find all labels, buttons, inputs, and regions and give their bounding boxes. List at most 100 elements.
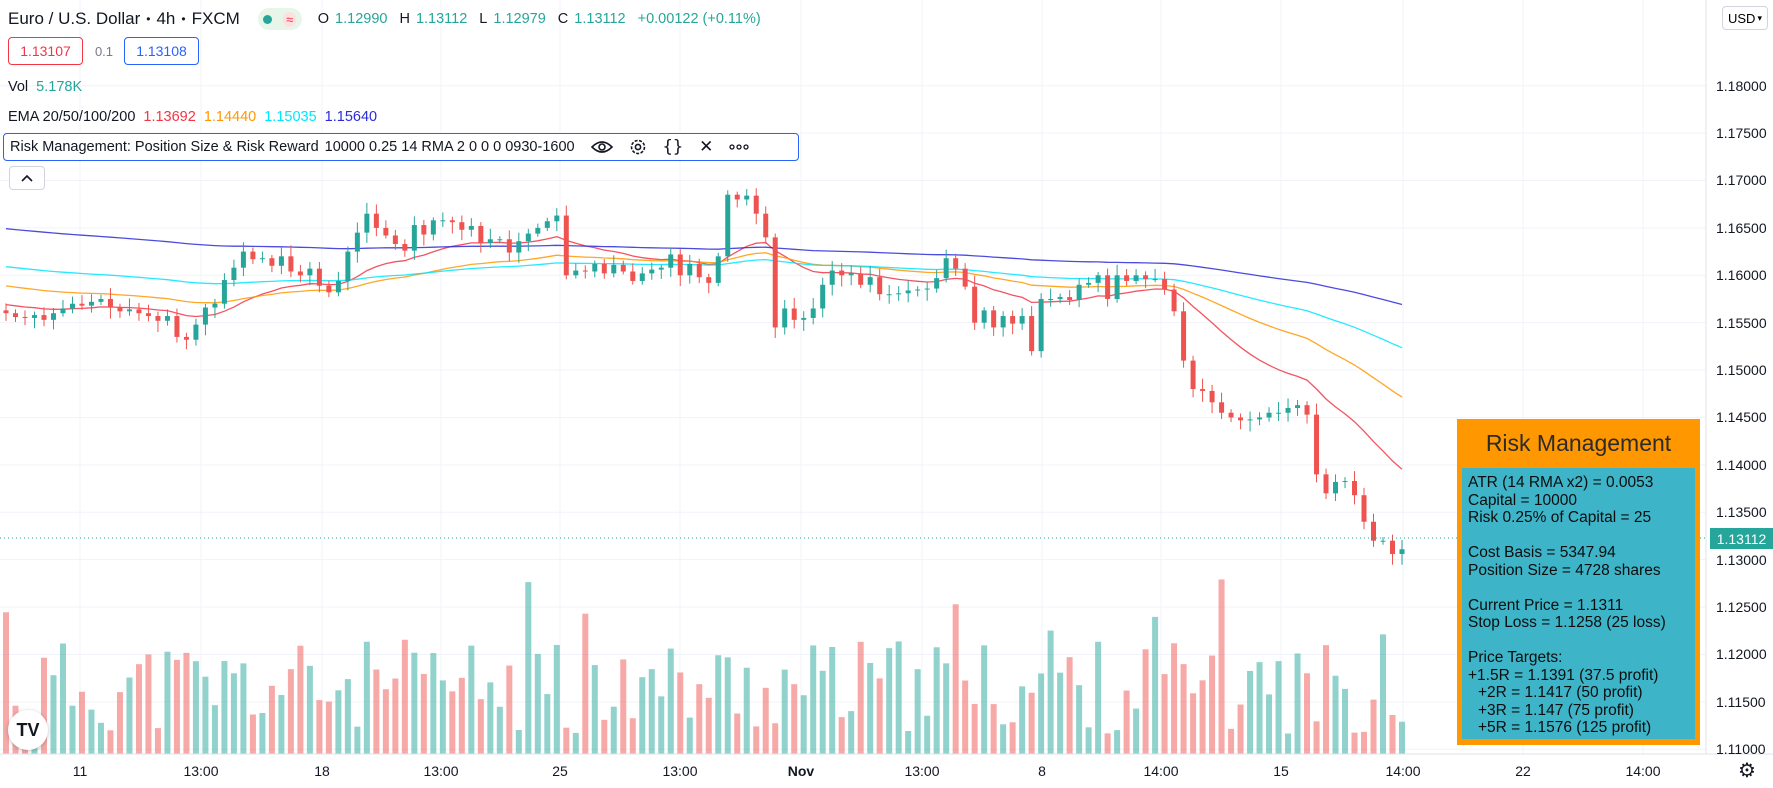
volume-bar: [705, 697, 712, 754]
time-tick-label: 14:00: [1625, 763, 1661, 779]
volume-bar: [88, 709, 95, 754]
candle-body: [174, 316, 180, 337]
candle-body: [1181, 311, 1187, 361]
candle-body: [1209, 390, 1215, 403]
volume-bar: [952, 604, 959, 754]
risk-indicator-label: Risk Management: Position Size & Risk Re…: [10, 139, 319, 155]
candle-body: [107, 298, 113, 308]
price-tick-label: 1.15500: [1716, 314, 1767, 331]
candle-body: [620, 264, 626, 272]
volume-bar: [848, 711, 855, 754]
more-icon[interactable]: [729, 144, 749, 150]
candle-body: [1095, 275, 1101, 283]
symbol-name[interactable]: Euro / U.S. Dollar: [8, 9, 141, 28]
volume-bar: [962, 680, 969, 754]
candle-body: [1029, 316, 1035, 352]
volume-bar: [135, 664, 142, 754]
candle-body: [240, 251, 246, 268]
symbol-header[interactable]: Euro / U.S. Dollar • 4h • FXCM ≈ O 1.1299…: [8, 8, 767, 30]
volume-legend[interactable]: Vol 5.178K: [8, 79, 82, 95]
candle-body: [1399, 549, 1405, 554]
buy-button[interactable]: 1.13108: [124, 37, 199, 65]
volume-bar: [800, 695, 807, 754]
volume-bar: [1009, 722, 1016, 754]
ema-lines: [5, 228, 1403, 470]
candle-body: [373, 213, 379, 228]
settings-gear-icon[interactable]: ⚙: [1738, 760, 1756, 782]
candle-body: [1019, 316, 1025, 324]
candle-body: [886, 294, 892, 296]
candle-body: [1238, 417, 1244, 421]
candle-body: [658, 267, 664, 270]
volume-bar: [867, 662, 874, 754]
candle-body: [962, 268, 968, 287]
volume-bar: [306, 665, 313, 754]
collapse-legend-button[interactable]: [9, 166, 45, 190]
ema-line: [5, 236, 1403, 470]
volume-bar: [496, 706, 503, 754]
candlesticks: [3, 188, 1405, 565]
close-icon[interactable]: ✕: [699, 137, 714, 156]
candle-body: [915, 289, 921, 291]
candle-body: [1048, 298, 1054, 300]
volume-bar: [553, 644, 560, 754]
eye-icon[interactable]: [590, 140, 613, 154]
close-value: 1.13112: [574, 11, 626, 27]
candle-body: [136, 309, 142, 314]
volume-bar: [933, 647, 940, 754]
candle-body: [1200, 389, 1206, 391]
candle-body: [1114, 275, 1120, 299]
risk-indicator-params: 10000 0.25 14 RMA 2 0 0 0 0930-1600: [324, 139, 575, 155]
volume-bar: [40, 657, 47, 754]
market-status-icons[interactable]: ≈: [257, 8, 302, 30]
ema-legend[interactable]: EMA 20/50/100/200 1.13692 1.14440 1.1503…: [8, 109, 377, 125]
candle-body: [1352, 480, 1358, 496]
candle-body: [1266, 412, 1272, 418]
time-tick-label: 13:00: [423, 763, 459, 779]
candle-body: [639, 273, 645, 281]
wave-icon: ≈: [283, 11, 297, 27]
volume-bar: [1076, 685, 1083, 754]
price-tick-label: 1.12500: [1716, 599, 1767, 616]
candle-body: [69, 303, 75, 309]
volume-bar: [762, 687, 769, 754]
time-tick-label: 15: [1273, 763, 1289, 779]
position-size-line: Position Size = 4728 shares: [1468, 561, 1661, 579]
currency-selector[interactable]: USD ▾: [1722, 6, 1768, 30]
candle-body: [601, 263, 607, 274]
candle-body: [345, 251, 351, 281]
sell-button[interactable]: 1.13107: [8, 37, 83, 65]
volume-bar: [648, 669, 655, 754]
volume-bar: [1028, 692, 1035, 754]
exchange-label[interactable]: FXCM: [191, 9, 240, 28]
candle-body: [858, 273, 864, 285]
currency-label: USD: [1728, 10, 1756, 26]
candle-body: [1323, 474, 1329, 494]
volume-bars: [3, 579, 1405, 754]
candle-body: [715, 256, 721, 283]
candle-body: [734, 194, 740, 200]
interval-label[interactable]: 4h: [156, 9, 176, 28]
volume-bar: [1370, 699, 1377, 754]
volume-bar: [287, 669, 294, 754]
price-tick-label: 1.17000: [1716, 172, 1767, 189]
volume-bar: [382, 689, 389, 754]
volume-bar: [686, 717, 693, 754]
price-tick-label: 1.18000: [1716, 77, 1767, 94]
volume-bar: [724, 657, 731, 754]
source-code-icon[interactable]: {}: [662, 137, 684, 157]
candle-body: [269, 258, 275, 266]
volume-bar: [468, 645, 475, 754]
volume-bar: [829, 646, 836, 754]
risk-indicator-legend[interactable]: Risk Management: Position Size & Risk Re…: [3, 133, 799, 161]
candle-body: [1105, 275, 1111, 299]
price-tick-label: 1.16000: [1716, 267, 1767, 284]
gear-icon[interactable]: [629, 138, 647, 156]
candle-body: [1247, 419, 1253, 421]
volume-bar: [914, 669, 921, 754]
tradingview-logo[interactable]: TV: [8, 710, 48, 750]
candle-body: [1067, 297, 1073, 300]
candle-body: [563, 215, 569, 276]
volume-bar: [240, 663, 247, 754]
